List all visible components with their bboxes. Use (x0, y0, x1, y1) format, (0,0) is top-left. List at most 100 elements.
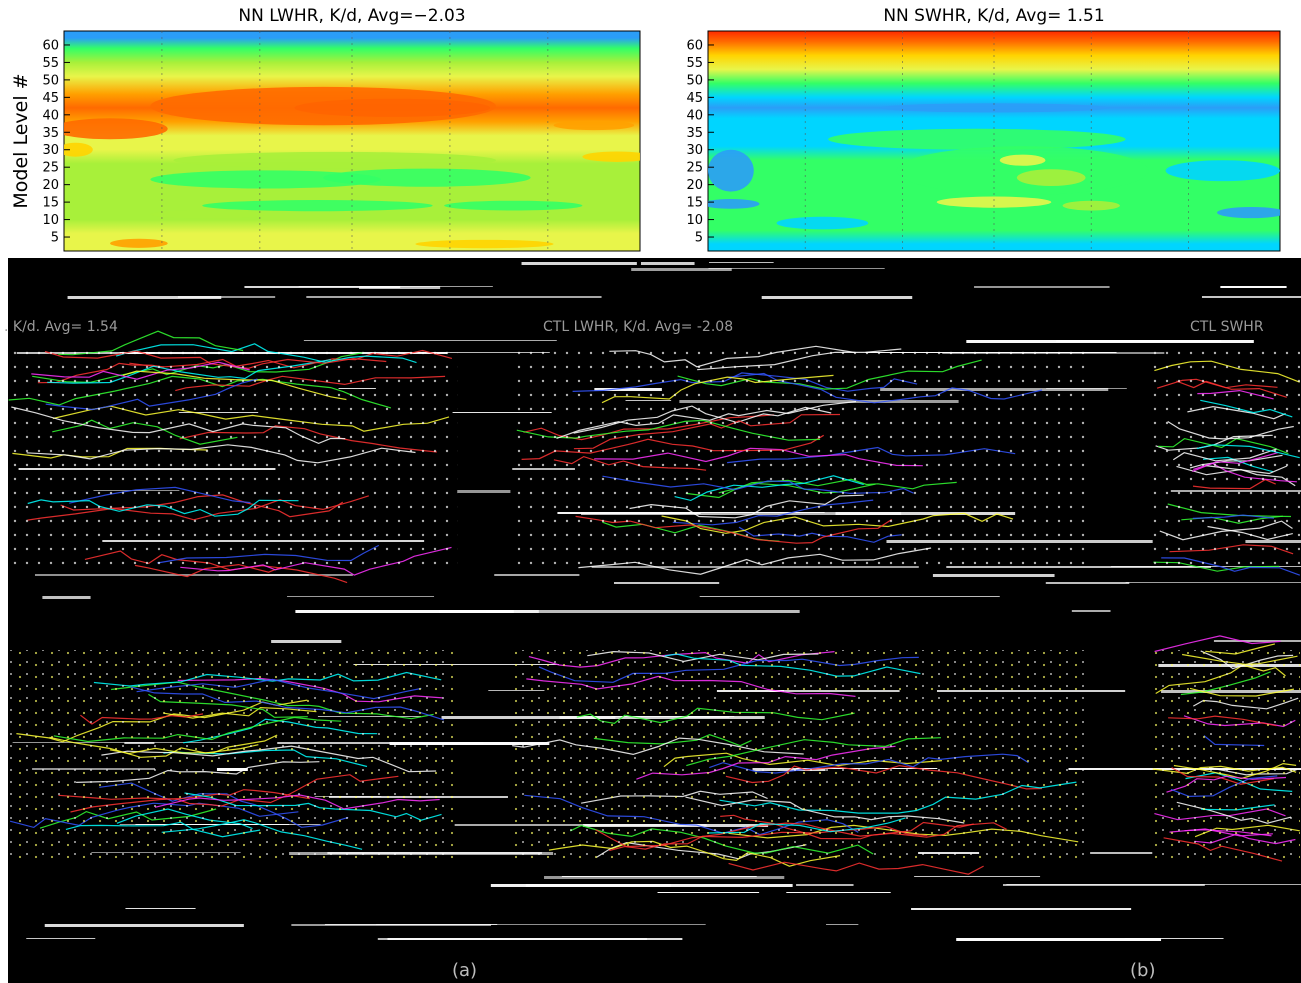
glitch-band (708, 268, 885, 269)
y-tick-label: 5 (51, 231, 59, 246)
contour-patch (776, 216, 869, 230)
contour-patch (936, 196, 1052, 208)
glitch-band (1125, 582, 1301, 583)
glitch-band (708, 262, 774, 263)
lower-text-ctl-swhr-left: . K/d. Avg= 1.54 (4, 319, 118, 335)
contour-patches-left (64, 86, 640, 249)
contour-patch (173, 151, 496, 169)
contour-patch (879, 103, 1109, 113)
glitch-band (324, 924, 498, 925)
y-ticks-right: 5 10 15 20 25 30 35 40 45 50 55 60 (686, 38, 714, 246)
glitch-band (786, 892, 891, 893)
glitch-band (1071, 610, 1111, 612)
lower-text-ctl-swhr-right: CTL SWHR (1190, 319, 1264, 335)
y-tick-label: 45 (686, 91, 703, 106)
glitch-band (826, 924, 859, 925)
contour-patch (553, 120, 635, 131)
glitch-band (125, 908, 196, 909)
contour-patch (708, 149, 754, 192)
glitch-band (376, 924, 706, 925)
glitch-band (796, 884, 854, 886)
glitch-band (657, 892, 760, 893)
contour-patch (150, 86, 496, 126)
glitch-band (1124, 938, 1224, 939)
glitch-band (389, 742, 550, 745)
contour-patch (323, 168, 531, 187)
y-ticks-left: 5 10 15 20 25 30 35 40 45 50 55 60 (42, 38, 70, 246)
glitch-band (494, 574, 580, 576)
y-tick-label: 15 (686, 196, 703, 211)
glitch-dot-grid (1150, 350, 1300, 570)
glitch-dot-grid (510, 350, 1090, 570)
glitch-band (26, 938, 96, 939)
contour-patch (1165, 160, 1280, 182)
glitch-dot-grid (8, 350, 458, 570)
contour-patch (708, 198, 760, 209)
lower-text-ctl-lwhr: CTL LWHR, K/d. Avg= -2.08 (543, 319, 733, 335)
y-tick-label: 25 (686, 161, 703, 176)
y-tick-label: 25 (42, 161, 59, 176)
glitch-band (485, 610, 800, 613)
y-tick-label: 20 (686, 178, 703, 193)
y-tick-label: 30 (42, 143, 59, 158)
glitch-band (974, 286, 1110, 288)
contour-patch (64, 118, 168, 140)
contour-patch (582, 151, 640, 162)
glitch-band (295, 610, 514, 613)
glitch-contour (1154, 635, 1281, 653)
y-tick-label: 5 (695, 231, 703, 246)
panel-label-b: (b) (1130, 960, 1155, 981)
y-tick-label: 20 (42, 178, 59, 193)
y-tick-label: 30 (686, 143, 703, 158)
glitch-band (525, 884, 671, 887)
glitch-band (1220, 286, 1287, 288)
glitch-artifacts (8, 262, 1301, 941)
glitch-band (359, 286, 441, 289)
glitch-band (452, 412, 552, 413)
contour-patch (110, 238, 168, 248)
contour-patch (415, 239, 554, 249)
contour-patch (999, 154, 1046, 166)
contour-patch (828, 128, 1126, 150)
glitch-band (932, 574, 1055, 577)
glitch-band (521, 262, 637, 265)
glitch-band (966, 340, 1254, 343)
y-tick-label: 15 (42, 196, 59, 211)
glitch-band (956, 938, 1162, 941)
glitch-band (287, 596, 435, 597)
glitch-band (1090, 852, 1153, 854)
glitch-band (640, 262, 695, 265)
contour-patch (1217, 207, 1280, 219)
grid-right (804, 31, 1189, 251)
y-tick-label: 10 (686, 213, 703, 228)
y-tick-label: 10 (42, 213, 59, 228)
y-axis-label-left: Model Level # (10, 73, 32, 208)
contour-patch (719, 119, 811, 131)
glitch-dot-grid (8, 650, 458, 860)
glitch-band (761, 296, 913, 299)
contour-patch (64, 142, 93, 157)
glitch-band (42, 596, 91, 599)
y-tick-label: 45 (42, 91, 59, 106)
y-tick-label: 60 (42, 38, 59, 53)
y-tick-label: 50 (686, 73, 703, 88)
glitch-band (457, 490, 511, 493)
y-tick-label: 50 (42, 73, 59, 88)
panel-nn-swhr: 5 10 15 20 25 30 35 40 45 50 55 60 NN SWHR, K/d, Av… (686, 6, 1281, 252)
glitch-band (298, 286, 493, 287)
glitch-band (544, 876, 785, 879)
contour-patch (444, 200, 583, 211)
y-tick-label: 40 (686, 108, 703, 123)
glitch-dot-grid (510, 650, 1090, 865)
glitch-band (1201, 296, 1301, 298)
glitch-band (67, 296, 222, 299)
y-tick-label: 55 (686, 56, 703, 71)
glitch-band (306, 296, 602, 298)
contour-patch (202, 200, 433, 212)
glitch-band (911, 908, 1132, 910)
glitch-band (44, 924, 244, 927)
glitch-band (34, 574, 353, 576)
glitch-band (699, 596, 1000, 597)
glitch-band (271, 640, 342, 643)
